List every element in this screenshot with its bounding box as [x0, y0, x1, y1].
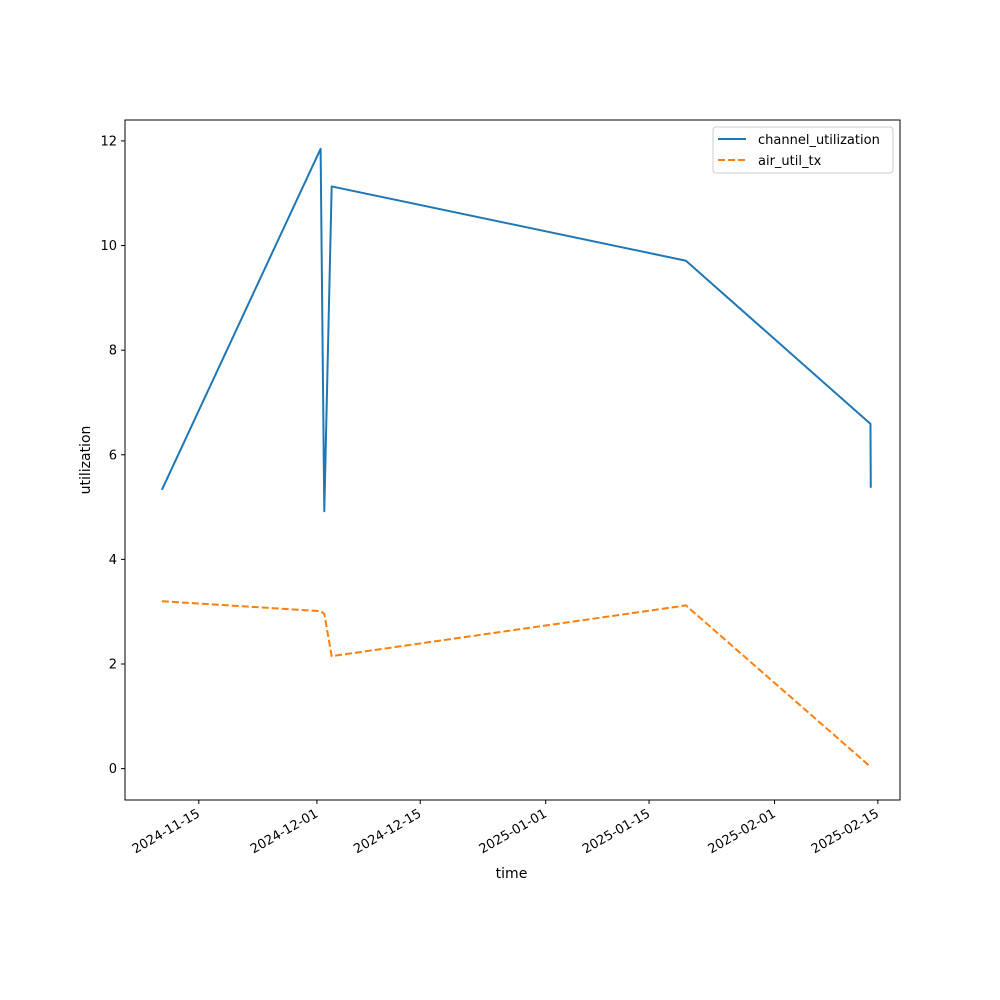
y-tick-label: 0 — [109, 762, 117, 777]
legend-label: channel_utilization — [758, 133, 880, 148]
y-axis: 0 2 4 6 8 10 12 — [100, 134, 125, 777]
legend: channel_utilization air_util_tx — [712, 126, 894, 174]
legend-box — [712, 126, 894, 174]
y-axis-label: utilization — [78, 426, 94, 495]
y-tick-label: 2 — [109, 658, 117, 673]
y-tick-label: 10 — [100, 239, 117, 254]
series-line-channel-utilization — [160, 147, 872, 513]
plot-frame — [124, 119, 901, 801]
series-layer — [160, 147, 872, 768]
y-tick-label: 4 — [109, 553, 117, 568]
y-tick-label: 6 — [109, 448, 117, 463]
plot-area — [125, 120, 900, 800]
y-tick-label: 12 — [100, 134, 117, 149]
legend-label: air_util_tx — [758, 154, 822, 169]
x-axis-label: time — [496, 866, 528, 882]
y-tick-label: 8 — [109, 344, 117, 359]
series-line-air-util-tx — [161, 600, 872, 768]
